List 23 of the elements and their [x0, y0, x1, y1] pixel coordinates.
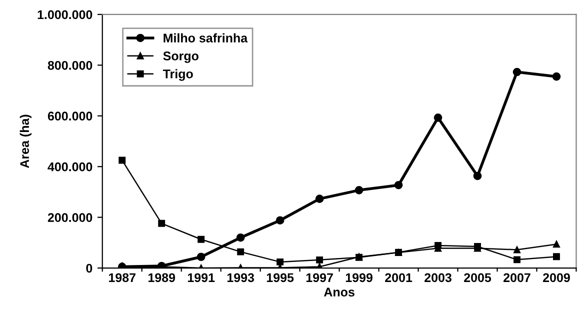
x-tick-label: 2009 — [543, 273, 570, 282]
y-tick-label: 400.000 — [48, 162, 92, 172]
legend-label: Milho safrinha — [164, 33, 248, 42]
x-tick-label: 2005 — [464, 273, 492, 282]
y-axis-title: Area (ha) — [20, 114, 32, 168]
x-tick-label: 1987 — [109, 273, 136, 282]
x-axis-title: Anos — [324, 288, 354, 297]
legend-label: Sorgo — [163, 52, 198, 63]
x-tick-label: 1993 — [227, 273, 254, 282]
x-tick-label: 1989 — [148, 273, 176, 282]
y-tick-label: 1.000.000 — [38, 10, 92, 20]
x-tick-label: 1999 — [346, 273, 372, 282]
legend-label: Trigo — [162, 69, 193, 81]
x-tick-label: 1995 — [266, 273, 294, 282]
y-tick-label: 200.000 — [48, 213, 92, 222]
y-tick-label: 0 — [86, 264, 92, 273]
x-tick-label: 1991 — [188, 273, 215, 282]
x-tick-label: 2001 — [385, 273, 412, 282]
y-tick-label: 600.000 — [48, 112, 92, 121]
x-tick-label: 2003 — [424, 273, 452, 282]
x-tick-label: 1997 — [306, 273, 333, 282]
x-tick-label: 2007 — [504, 273, 530, 282]
y-tick-label: 800.000 — [48, 60, 92, 70]
